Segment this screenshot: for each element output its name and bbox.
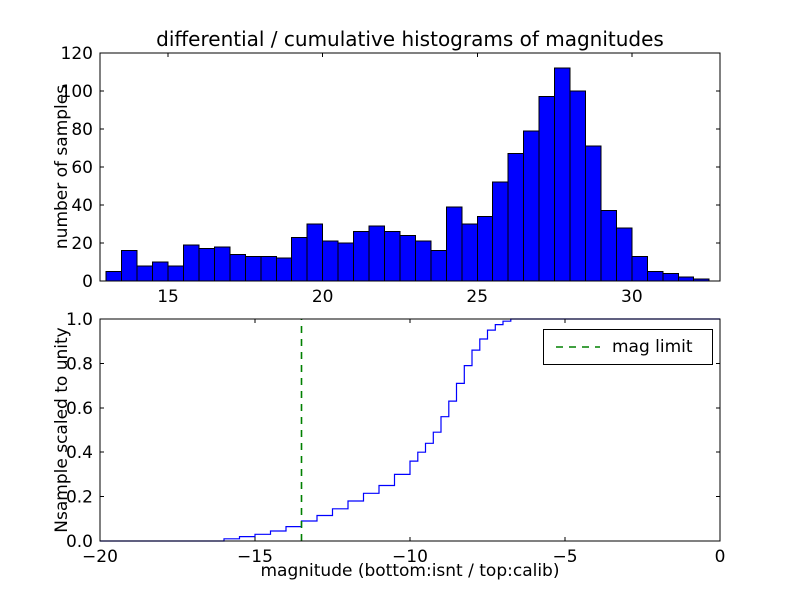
histogram-bar bbox=[584, 145, 602, 282]
histogram-bar bbox=[337, 242, 355, 282]
y-tick-label: 80 bbox=[71, 120, 93, 140]
histogram-bar bbox=[538, 96, 556, 282]
x-tick-label: 0 bbox=[715, 547, 726, 567]
x-tick-label: 30 bbox=[621, 287, 643, 307]
y-tick-label: 0 bbox=[82, 272, 93, 292]
histogram-bar bbox=[414, 240, 432, 282]
histogram-bar bbox=[213, 246, 231, 282]
histogram-bar bbox=[229, 253, 246, 282]
histogram-bar bbox=[523, 130, 540, 282]
histogram-bar bbox=[291, 236, 308, 282]
x-axis-label: magnitude (bottom:isnt / top:calib) bbox=[260, 561, 560, 581]
y-tick-label: 0.4 bbox=[66, 443, 93, 463]
histogram-axes: 15 20 25 30 0 20 40 60 80 100 120 bbox=[61, 44, 721, 307]
histogram-bar bbox=[445, 206, 463, 282]
histogram-bar bbox=[275, 257, 293, 282]
y-tick-label: 0.6 bbox=[66, 399, 93, 419]
histogram-bar bbox=[121, 250, 138, 282]
x-tick-label: −15 bbox=[237, 547, 273, 567]
y-tick-label: 0.2 bbox=[66, 488, 93, 508]
x-tick-label: −20 bbox=[82, 547, 118, 567]
y-tick-label: 100 bbox=[61, 82, 93, 102]
histogram-bar bbox=[631, 255, 648, 282]
histogram-bar bbox=[461, 223, 478, 282]
histogram-bar bbox=[136, 265, 154, 282]
histogram-bar bbox=[615, 227, 633, 282]
histogram-bar bbox=[368, 225, 385, 282]
histogram-bar bbox=[306, 223, 324, 282]
histogram-bar bbox=[554, 67, 571, 282]
histogram-bar bbox=[399, 234, 416, 282]
cumulative-step-line bbox=[100, 318, 720, 542]
histogram-bar bbox=[600, 210, 617, 282]
histogram-bar bbox=[476, 215, 494, 282]
x-tick-label: −10 bbox=[392, 547, 428, 567]
histogram-bar bbox=[383, 231, 401, 282]
histogram-bar bbox=[182, 244, 200, 282]
cumulative-axes: −20 −15 −10 −5 0 0.0 0.2 0.4 0.6 0.8 1.0 bbox=[66, 310, 725, 567]
y-tick-label: 0.8 bbox=[66, 354, 93, 374]
y-tick-label: 20 bbox=[71, 234, 93, 254]
legend: mag limit bbox=[543, 329, 713, 365]
histogram-bar bbox=[322, 240, 339, 282]
x-tick-label: 15 bbox=[157, 287, 179, 307]
y-tick-label: 0.0 bbox=[66, 532, 93, 552]
histogram-bar bbox=[569, 90, 586, 282]
legend-label: mag limit bbox=[612, 337, 693, 357]
x-tick-label: 20 bbox=[312, 287, 334, 307]
histogram-bar bbox=[492, 181, 509, 282]
histogram-bar bbox=[662, 272, 679, 282]
y-axis-label-top: number of samples bbox=[52, 84, 72, 250]
histogram-bar bbox=[677, 276, 695, 282]
y-tick-label: 1.0 bbox=[66, 310, 93, 330]
y-tick-label: 40 bbox=[71, 196, 93, 216]
histogram-bar bbox=[105, 271, 123, 282]
histogram-bar bbox=[260, 255, 277, 282]
histogram-bar bbox=[198, 248, 215, 282]
histogram-bar bbox=[353, 231, 370, 282]
histogram-bar bbox=[507, 153, 525, 282]
histogram-bar bbox=[646, 271, 664, 282]
x-tick-label: −5 bbox=[552, 547, 577, 567]
histogram-bar bbox=[167, 265, 184, 282]
y-tick-label: 120 bbox=[61, 44, 93, 64]
histogram-bar bbox=[244, 255, 262, 282]
y-axis-label-bottom: Nsample scaled to unity bbox=[52, 327, 72, 533]
y-tick-label: 60 bbox=[71, 158, 93, 178]
histogram-bar bbox=[152, 261, 169, 282]
histogram-bar bbox=[430, 250, 447, 282]
x-tick-label: 25 bbox=[466, 287, 488, 307]
chart-title: differential / cumulative histograms of … bbox=[156, 27, 664, 51]
legend-line-sample bbox=[556, 346, 600, 348]
